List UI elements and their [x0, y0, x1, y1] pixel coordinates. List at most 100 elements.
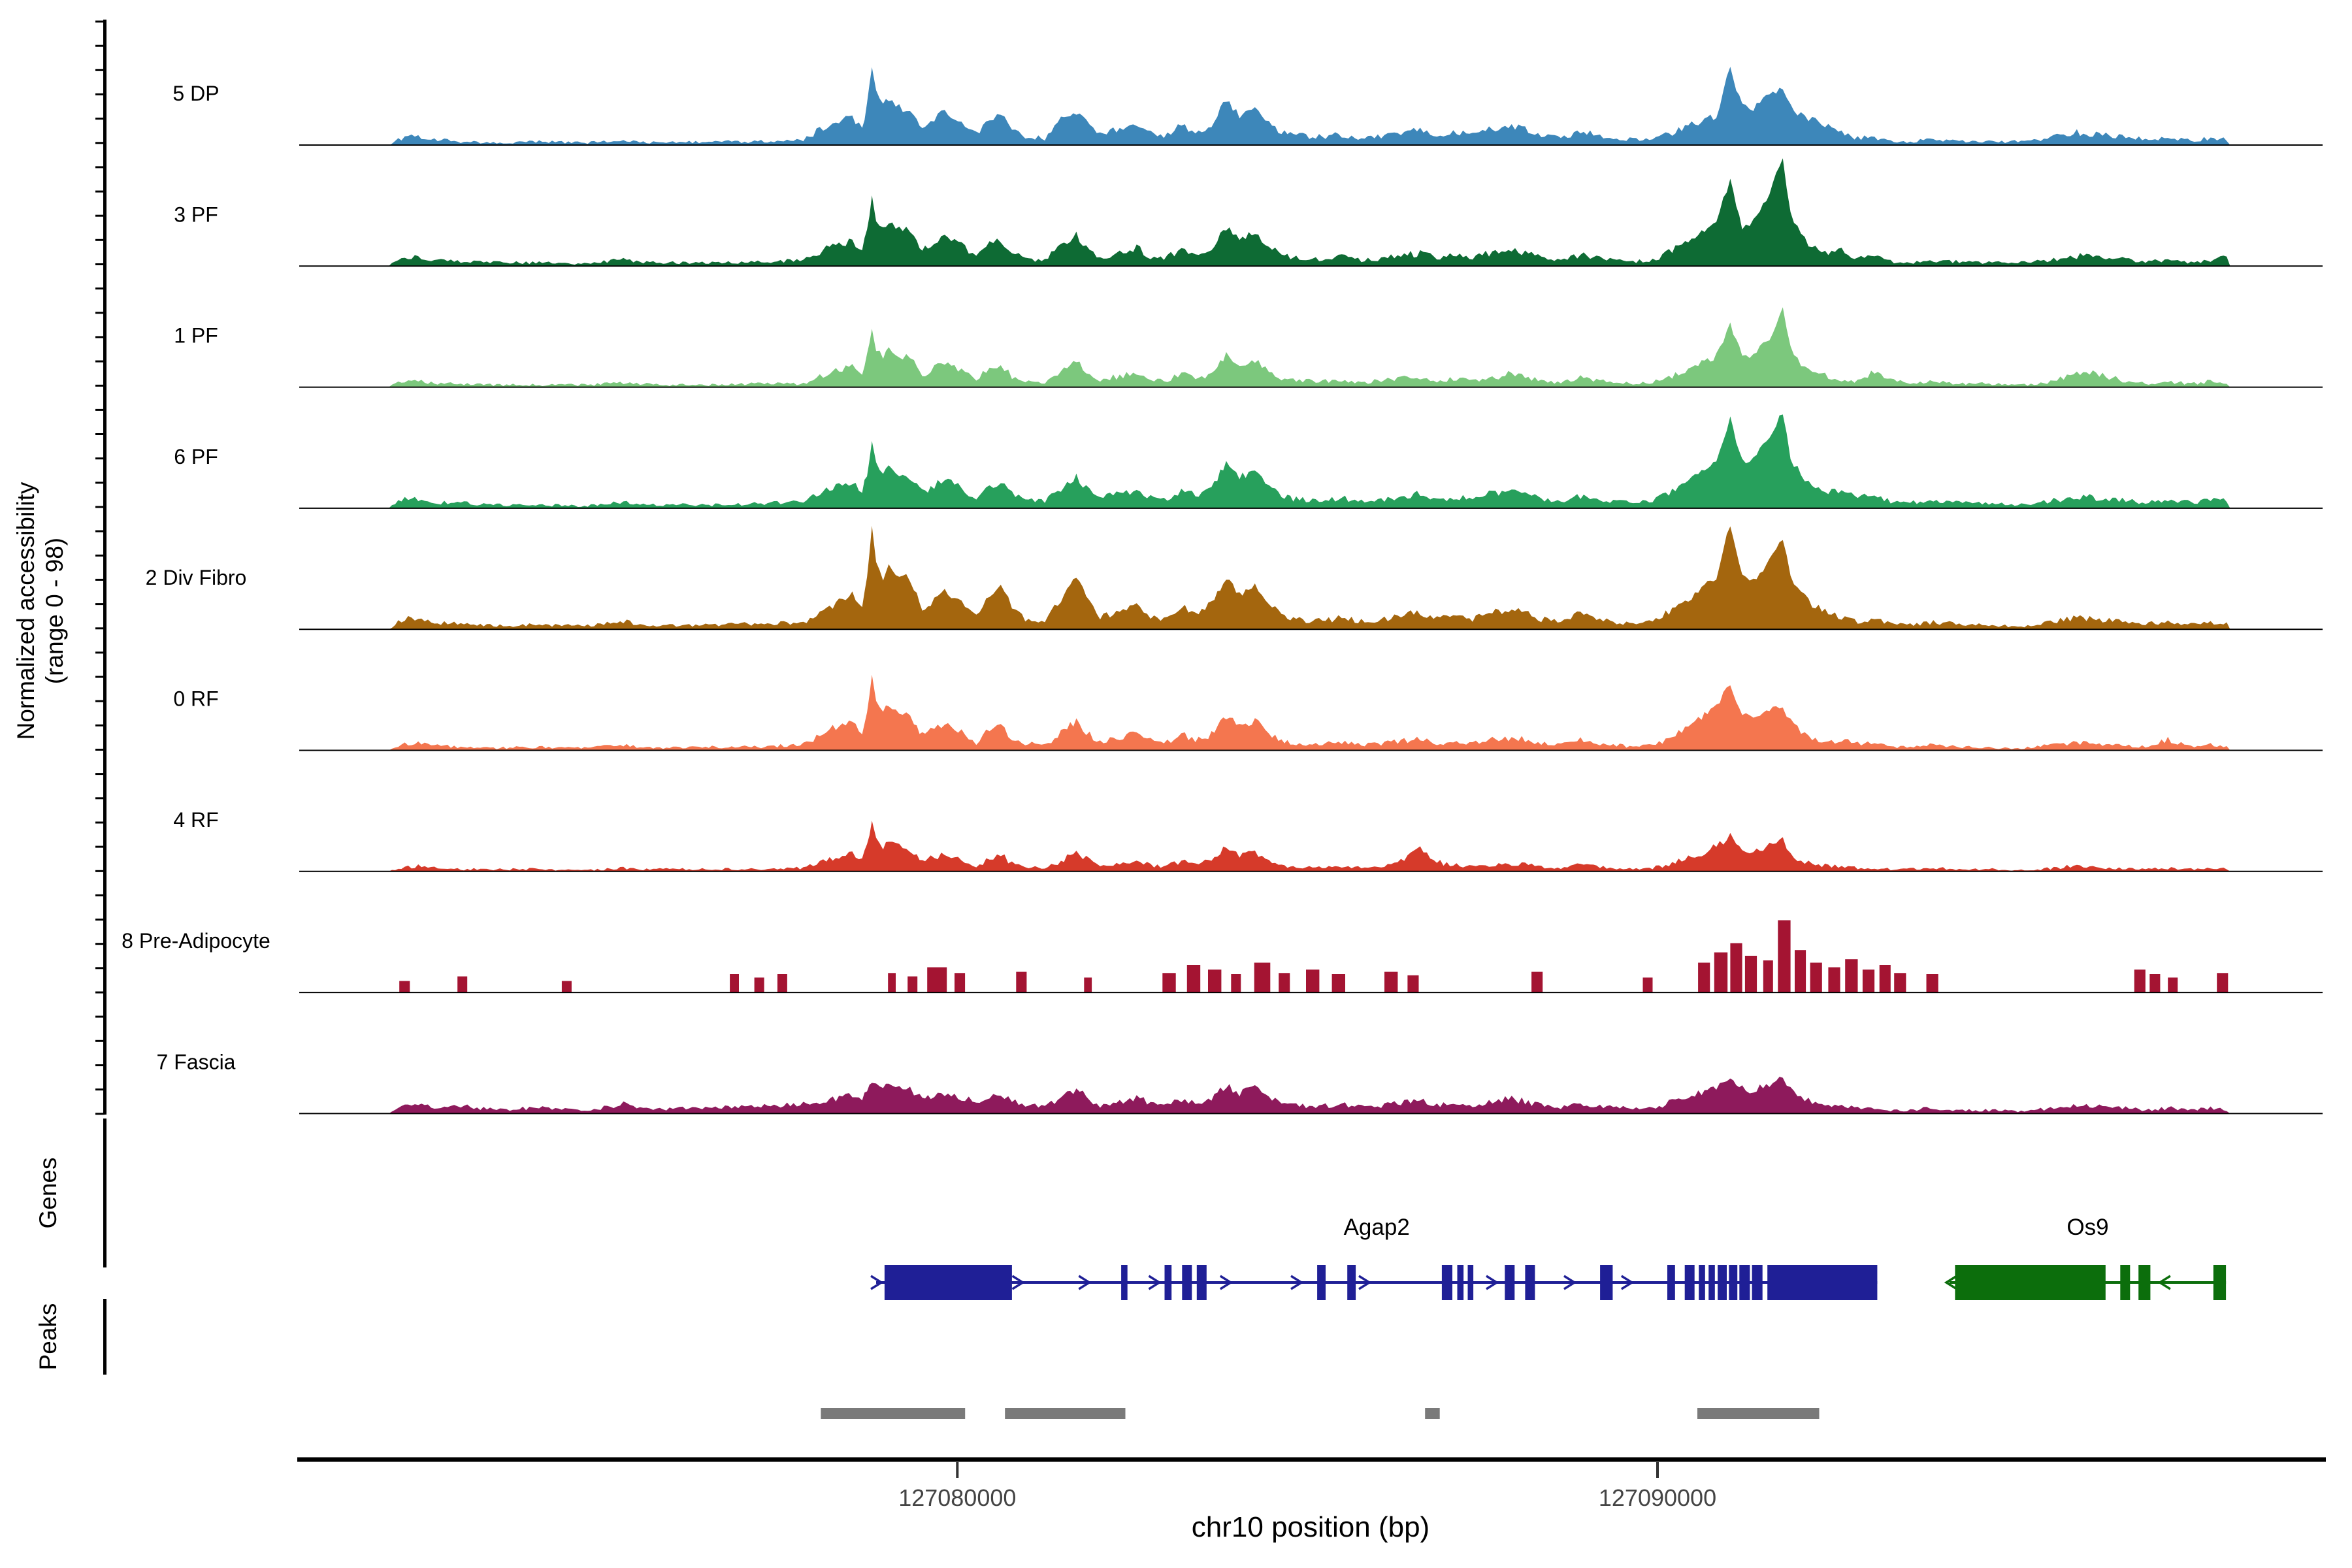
peaks-section-label: Peaks	[35, 1303, 61, 1371]
gene-os9: Os9	[1944, 1215, 2227, 1300]
track-label-0-rf: 0 RF	[173, 687, 218, 711]
gene-exon	[1767, 1265, 1878, 1300]
track-4-rf: 4 RF	[173, 808, 2323, 872]
track-label-1-pf: 1 PF	[174, 324, 218, 348]
track-label-8-pre-adipocyte: 8 Pre-Adipocyte	[122, 929, 270, 953]
signal-block	[1795, 950, 1806, 993]
signal-block	[561, 981, 572, 993]
signal-block	[1845, 959, 1858, 993]
signal-block	[1186, 965, 1201, 993]
signal-block	[1531, 972, 1543, 993]
gene-exon	[1505, 1265, 1515, 1300]
signal-block	[1162, 973, 1176, 993]
peak-bar	[1697, 1408, 1820, 1419]
strand-arrow-icon	[1290, 1275, 1304, 1290]
gene-agap2: Agap2	[870, 1215, 1878, 1300]
signal-block	[1763, 960, 1773, 993]
peak-bar	[1005, 1408, 1126, 1419]
track-2-div-fibro: 2 Div Fibro	[146, 525, 2323, 630]
signal-block	[1926, 974, 1938, 993]
strand-arrow-icon	[1620, 1275, 1635, 1290]
signal-block	[1306, 970, 1320, 993]
x-axis: 127080000 127090000	[297, 1457, 2326, 1511]
gene-exon	[1182, 1265, 1192, 1300]
signal-block	[2134, 970, 2146, 993]
signal-area	[299, 1077, 2230, 1114]
strand-arrow-icon	[1078, 1275, 1092, 1290]
track-7-fascia: 7 Fascia	[157, 1050, 2323, 1115]
signal-block	[955, 973, 966, 993]
strand-arrow-icon	[1219, 1275, 1233, 1290]
genes-section-label: Genes	[35, 1157, 61, 1228]
gene-exon	[2120, 1265, 2131, 1300]
signal-block	[754, 977, 764, 993]
track-8-pre-adipocyte: 8 Pre-Adipocyte	[122, 920, 2323, 994]
signal-block	[2168, 977, 2178, 993]
signal-block	[1730, 943, 1742, 993]
signal-area	[299, 307, 2230, 387]
gene-exon	[1441, 1265, 1452, 1300]
signal-block	[399, 981, 410, 993]
gene-exon	[1729, 1265, 1738, 1300]
accessibility-axis-bracket	[95, 20, 106, 1115]
signal-block	[730, 974, 739, 993]
signal-block	[1810, 962, 1822, 993]
signal-block	[1642, 977, 1653, 993]
gene-exon	[1667, 1265, 1675, 1300]
strand-arrow-icon	[1148, 1275, 1162, 1290]
signal-block	[1208, 970, 1222, 993]
signal-block	[888, 973, 896, 993]
signal-block	[1744, 955, 1757, 993]
signal-area	[299, 158, 2230, 267]
track-6-pf: 6 PF	[174, 414, 2323, 509]
signal-block	[907, 976, 918, 993]
track-0-rf: 0 RF	[173, 674, 2323, 751]
gene-exon	[2213, 1265, 2227, 1300]
x-axis-title: chr10 position (bp)	[1192, 1511, 1429, 1543]
signal-block	[777, 974, 787, 993]
gene-exon	[1600, 1265, 1613, 1300]
track-label-7-fascia: 7 Fascia	[157, 1050, 236, 1073]
signal-area	[299, 67, 2230, 145]
signal-block	[457, 976, 468, 993]
gene-exon	[1718, 1265, 1727, 1300]
gene-exon	[1164, 1265, 1172, 1300]
track-label-6-pf: 6 PF	[174, 445, 218, 468]
signal-area	[299, 525, 2230, 630]
signal-block	[1084, 977, 1092, 993]
track-label-4-rf: 4 RF	[173, 808, 218, 832]
strand-arrow-icon	[1358, 1275, 1372, 1290]
signal-area	[299, 821, 2230, 872]
dynamic-layer: 5 DP 3 PF 1 PF 6 PF 2 Div Fibro 0 RF 4 RF 8 Pre…	[95, 20, 2326, 1511]
gene-name-agap2: Agap2	[1344, 1215, 1410, 1240]
track-label-2-div-fibro: 2 Div Fibro	[146, 566, 247, 589]
signal-block	[1862, 970, 1875, 993]
signal-block	[2217, 973, 2229, 993]
x-tick-label: 127090000	[1599, 1484, 1716, 1511]
x-tick-label: 127080000	[898, 1484, 1016, 1511]
strand-arrow-icon	[870, 1275, 884, 1290]
track-label-3-pf: 3 PF	[174, 203, 218, 226]
gene-exon	[2138, 1265, 2151, 1300]
strand-arrow-icon	[1011, 1275, 1025, 1290]
peak-bar	[821, 1408, 966, 1419]
gene-exon	[1467, 1265, 1474, 1300]
peak-bar	[1425, 1408, 1440, 1419]
signal-block	[1384, 972, 1398, 993]
gene-exon	[1739, 1265, 1750, 1300]
gene-exon	[1708, 1265, 1715, 1300]
peaks-track	[821, 1408, 1820, 1419]
strand-arrow-icon	[1563, 1275, 1577, 1290]
signal-block	[1828, 967, 1840, 993]
track-label-5-dp: 5 DP	[172, 82, 219, 105]
track-1-pf: 1 PF	[174, 307, 2323, 388]
y-axis-label-line1: Normalized accessibility	[12, 482, 39, 740]
signal-block	[1407, 975, 1419, 993]
gene-exon	[1955, 1265, 2106, 1300]
gene-exon	[884, 1265, 1012, 1300]
track-3-pf: 3 PF	[174, 158, 2323, 267]
signal-block	[1714, 952, 1728, 993]
